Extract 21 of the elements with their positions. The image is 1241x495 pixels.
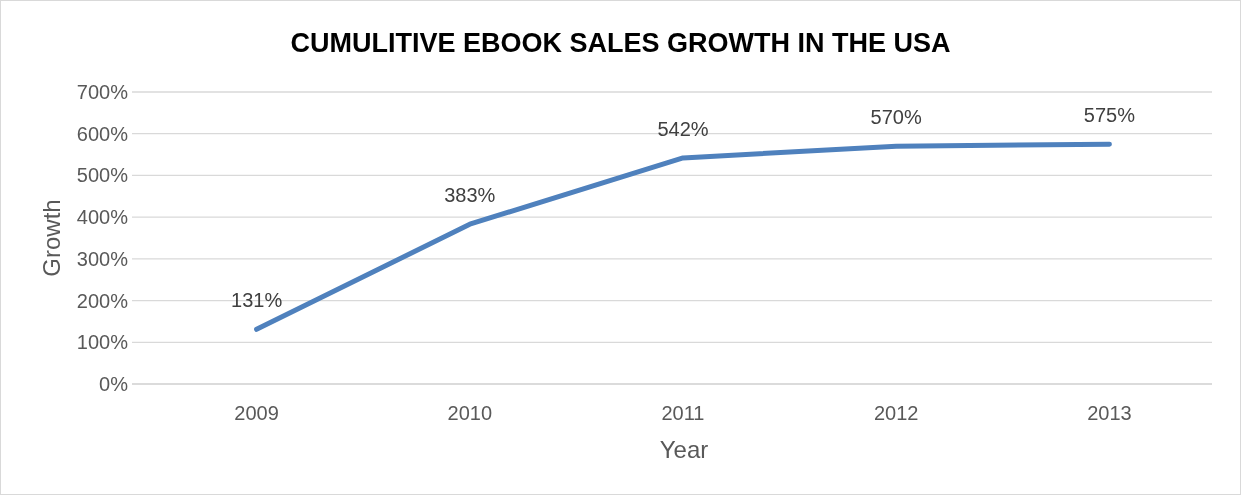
x-axis-title: Year [659, 436, 709, 463]
x-tick-label: 2011 [661, 402, 705, 424]
x-tick-label: 2009 [234, 402, 279, 424]
y-axis-title: Growth [38, 199, 65, 277]
y-tick-label: 200% [76, 289, 129, 312]
y-tick-label: 400% [76, 206, 129, 229]
data-label: 131% [231, 289, 283, 312]
data-label: 570% [870, 106, 922, 129]
y-tick-label: 700% [76, 81, 129, 103]
y-tick-label: 100% [76, 331, 129, 354]
y-tick-label: 0% [99, 373, 129, 395]
x-tick-label: 2013 [1087, 402, 1132, 424]
data-label: 383% [444, 184, 496, 207]
data-label: 542% [657, 117, 709, 140]
chart-title: CUMULITIVE EBOOK SALES GROWTH IN THE USA [290, 28, 951, 58]
data-label: 575% [1083, 104, 1136, 127]
y-tick-label: 600% [76, 122, 129, 145]
y-tick-label: 300% [76, 247, 129, 270]
y-tick-label: 500% [76, 164, 129, 187]
x-tick-label: 2012 [873, 402, 919, 424]
x-tick-label: 2010 [447, 402, 493, 424]
